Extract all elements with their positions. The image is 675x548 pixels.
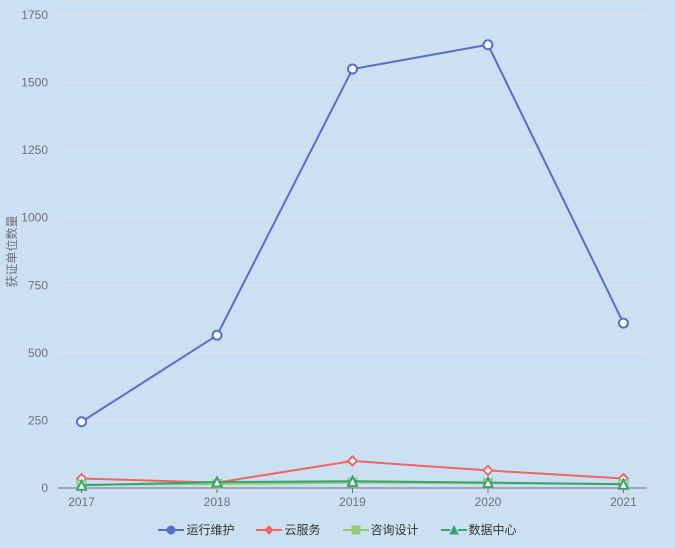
x-tick-label: 2019 <box>339 495 366 509</box>
series-marker-0 <box>483 40 492 49</box>
legend-item-1[interactable]: 云服务 <box>256 521 320 538</box>
series-marker-0 <box>77 417 86 426</box>
legend-label: 云服务 <box>284 521 320 538</box>
legend-label: 运行维护 <box>186 521 234 538</box>
y-tick-label: 0 <box>41 481 48 495</box>
y-tick-label: 500 <box>28 346 48 360</box>
legend: 运行维护 云服务 咨询设计 数据中心 <box>0 521 675 538</box>
series-marker-0 <box>213 331 222 340</box>
y-tick-label: 1250 <box>21 143 48 157</box>
legend-marker-icon <box>441 523 467 537</box>
chart-svg: 0 250 500 750 1000 1250 1500 1750 获证单位数量 2017 2018… <box>0 0 675 548</box>
y-tick-label: 1750 <box>21 8 48 22</box>
series-marker-0 <box>619 319 628 328</box>
x-tick-label: 2017 <box>68 495 95 509</box>
x-tick-label: 2020 <box>475 495 502 509</box>
legend-marker-icon <box>158 523 184 537</box>
legend-item-3[interactable]: 数据中心 <box>441 521 517 538</box>
legend-label: 咨询设计 <box>371 521 419 538</box>
x-tick-label: 2018 <box>204 495 231 509</box>
y-tick-label: 750 <box>28 278 48 292</box>
x-tick-label: 2021 <box>610 495 637 509</box>
legend-label: 数据中心 <box>469 521 517 538</box>
legend-item-0[interactable]: 运行维护 <box>158 521 234 538</box>
legend-marker-icon <box>256 523 282 537</box>
y-tick-label: 1500 <box>21 76 48 90</box>
y-axis-label: 获证单位数量 <box>4 215 19 287</box>
legend-item-2[interactable]: 咨询设计 <box>343 521 419 538</box>
y-tick-label: 250 <box>28 413 48 427</box>
series-marker-0 <box>348 65 357 74</box>
legend-marker-icon <box>343 523 369 537</box>
chart-container: 0 250 500 750 1000 1250 1500 1750 获证单位数量 2017 2018… <box>0 0 675 548</box>
y-tick-label: 1000 <box>21 211 48 225</box>
